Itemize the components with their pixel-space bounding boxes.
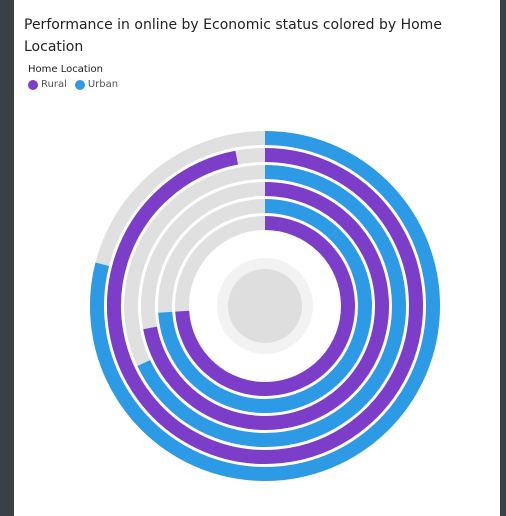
- legend-item[interactable]: Rural: [28, 79, 67, 90]
- chart-title: Performance in online by Economic status…: [24, 17, 442, 55]
- radial-bar: [90, 131, 440, 481]
- legend-label: Rural: [41, 79, 67, 90]
- legend: Rural Urban: [28, 79, 118, 90]
- legend-title: Home Location: [28, 64, 104, 75]
- radial-bar: [107, 148, 423, 464]
- radial-bar: [143, 182, 389, 430]
- radial-bar: [175, 216, 355, 396]
- chart-panel: Performance in online by Economic status…: [14, 0, 500, 516]
- center-core: [228, 269, 302, 343]
- radial-bar: [158, 199, 372, 413]
- chart: [90, 131, 440, 481]
- legend-item[interactable]: Urban: [74, 79, 119, 90]
- legend-label: Urban: [87, 79, 119, 90]
- radial-bar: [137, 165, 406, 447]
- legend-swatch: [74, 79, 85, 90]
- legend-swatch: [28, 79, 38, 90]
